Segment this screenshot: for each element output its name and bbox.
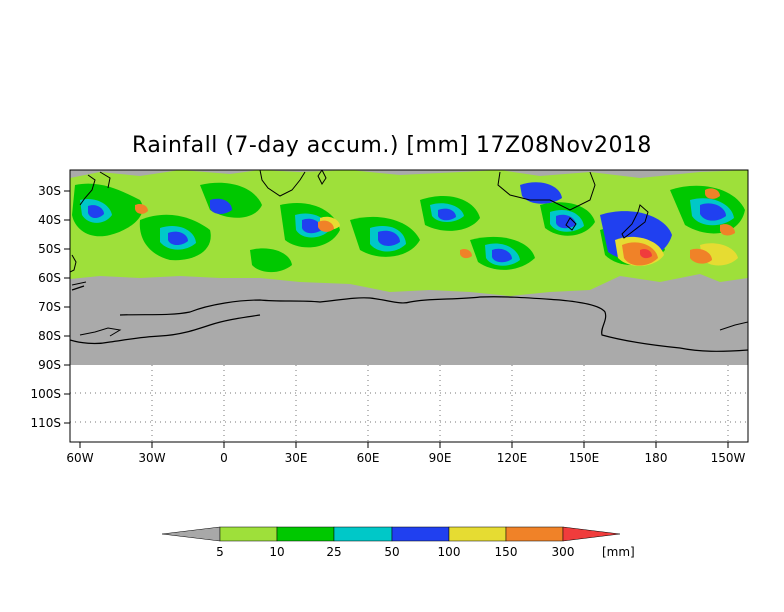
lat-label-90s: 90S: [38, 358, 61, 372]
lon-label-150e: 150E: [569, 451, 600, 465]
lon-axis: [79, 442, 729, 448]
legend-label-10: 10: [269, 545, 284, 559]
map-frame: [69, 169, 749, 443]
africa-coastline: [259, 170, 306, 197]
lon-label-90e: 90E: [429, 451, 452, 465]
legend-bin-below-5: [161, 526, 221, 542]
lat-label-110s: 110S: [30, 416, 61, 430]
australia-coastline: [497, 171, 596, 211]
lon-label-60w: 60W: [66, 451, 93, 465]
lat-label-40s: 40S: [38, 213, 61, 227]
lon-label-180: 180: [645, 451, 668, 465]
legend-label-300: 300: [552, 545, 575, 559]
lon-label-30e: 30E: [285, 451, 308, 465]
south-america-coastline: [79, 171, 111, 206]
legend-bin-above-300: [562, 526, 621, 542]
legend-unit: [mm]: [602, 545, 635, 559]
lon-labels: 60W 30W 0 30E 60E 90E 120E 150E 180 150W: [66, 451, 745, 465]
antarctic-ice-shelf: [79, 321, 748, 337]
color-legend: 5 10 25 50 100 150 300 [mm]: [161, 526, 635, 559]
south-america-tip-coastline: [70, 254, 87, 286]
legend-label-100: 100: [438, 545, 461, 559]
lat-label-30s: 30S: [38, 184, 61, 198]
lat-label-50s: 50S: [38, 242, 61, 256]
legend-bin-50-100: [391, 526, 450, 542]
antarctica-coastline: [70, 285, 748, 352]
legend-label-25: 25: [326, 545, 341, 559]
graticule: [70, 365, 748, 442]
lat-label-80s: 80S: [38, 329, 61, 343]
lat-label-70s: 70S: [38, 300, 61, 314]
map-title: Rainfall (7-day accum.) [mm] 17Z08Nov201…: [132, 133, 652, 158]
lat-axis: [64, 190, 70, 424]
map-plot-area: [70, 170, 748, 442]
rain-band-red: [640, 248, 652, 259]
legend-bin-5-10: [219, 526, 278, 542]
legend-label-150: 150: [495, 545, 518, 559]
legend-bin-150-300: [505, 526, 564, 542]
lat-label-100s: 100S: [30, 387, 61, 401]
lon-label-120e: 120E: [497, 451, 528, 465]
lat-label-60s: 60S: [38, 271, 61, 285]
legend-label-5: 5: [216, 545, 224, 559]
lon-label-60e: 60E: [357, 451, 380, 465]
legend-label-50: 50: [384, 545, 399, 559]
legend-bin-100-150: [448, 526, 507, 542]
lat-labels: 30S 40S 50S 60S 70S 80S 90S 100S 110S: [30, 184, 61, 430]
lon-label-0: 0: [220, 451, 228, 465]
legend-bin-10-25: [276, 526, 335, 542]
lon-label-30w: 30W: [138, 451, 165, 465]
tasmania-coastline: [565, 217, 577, 231]
legend-bin-25-50: [333, 526, 393, 542]
lon-label-150w: 150W: [711, 451, 746, 465]
new-zealand-coastline: [621, 204, 649, 239]
madagascar-coastline: [317, 170, 327, 185]
